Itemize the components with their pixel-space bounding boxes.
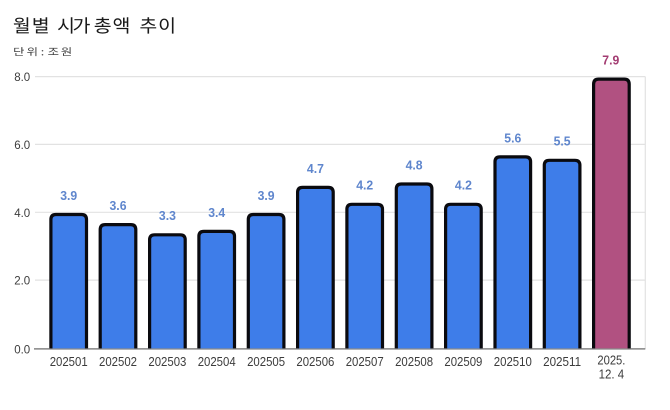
svg-text:4.0: 4.0 (14, 208, 30, 220)
svg-text:202507: 202507 (346, 354, 384, 369)
svg-text:3.6: 3.6 (110, 198, 127, 213)
svg-text:202506: 202506 (296, 354, 334, 369)
svg-text:4.7: 4.7 (307, 161, 324, 176)
svg-text:202505: 202505 (247, 354, 285, 369)
svg-text:202503: 202503 (148, 354, 186, 369)
svg-text:3.9: 3.9 (60, 188, 77, 203)
svg-text:3.9: 3.9 (258, 188, 275, 203)
svg-text:5.5: 5.5 (554, 134, 571, 149)
svg-text:4.2: 4.2 (356, 178, 373, 193)
svg-text:12. 4: 12. 4 (599, 366, 625, 381)
svg-text:202501: 202501 (50, 354, 88, 369)
svg-text:7.9: 7.9 (602, 53, 619, 68)
svg-text:3.4: 3.4 (208, 205, 226, 220)
svg-text:0.0: 0.0 (14, 344, 30, 356)
svg-text:4.2: 4.2 (455, 178, 472, 193)
svg-text:5.6: 5.6 (504, 130, 521, 145)
svg-text:202509: 202509 (444, 354, 482, 369)
svg-text:6.0: 6.0 (14, 140, 30, 152)
svg-text:202504: 202504 (198, 354, 236, 369)
svg-text:4.8: 4.8 (406, 157, 423, 172)
svg-text:202502: 202502 (99, 354, 137, 369)
svg-text:2.0: 2.0 (14, 276, 30, 288)
svg-text:202508: 202508 (395, 354, 433, 369)
svg-text:202510: 202510 (494, 354, 532, 369)
svg-text:202511: 202511 (543, 354, 581, 369)
svg-text:3.3: 3.3 (159, 208, 176, 223)
svg-text:8.0: 8.0 (14, 72, 30, 84)
svg-text:2025.: 2025. (597, 353, 625, 368)
